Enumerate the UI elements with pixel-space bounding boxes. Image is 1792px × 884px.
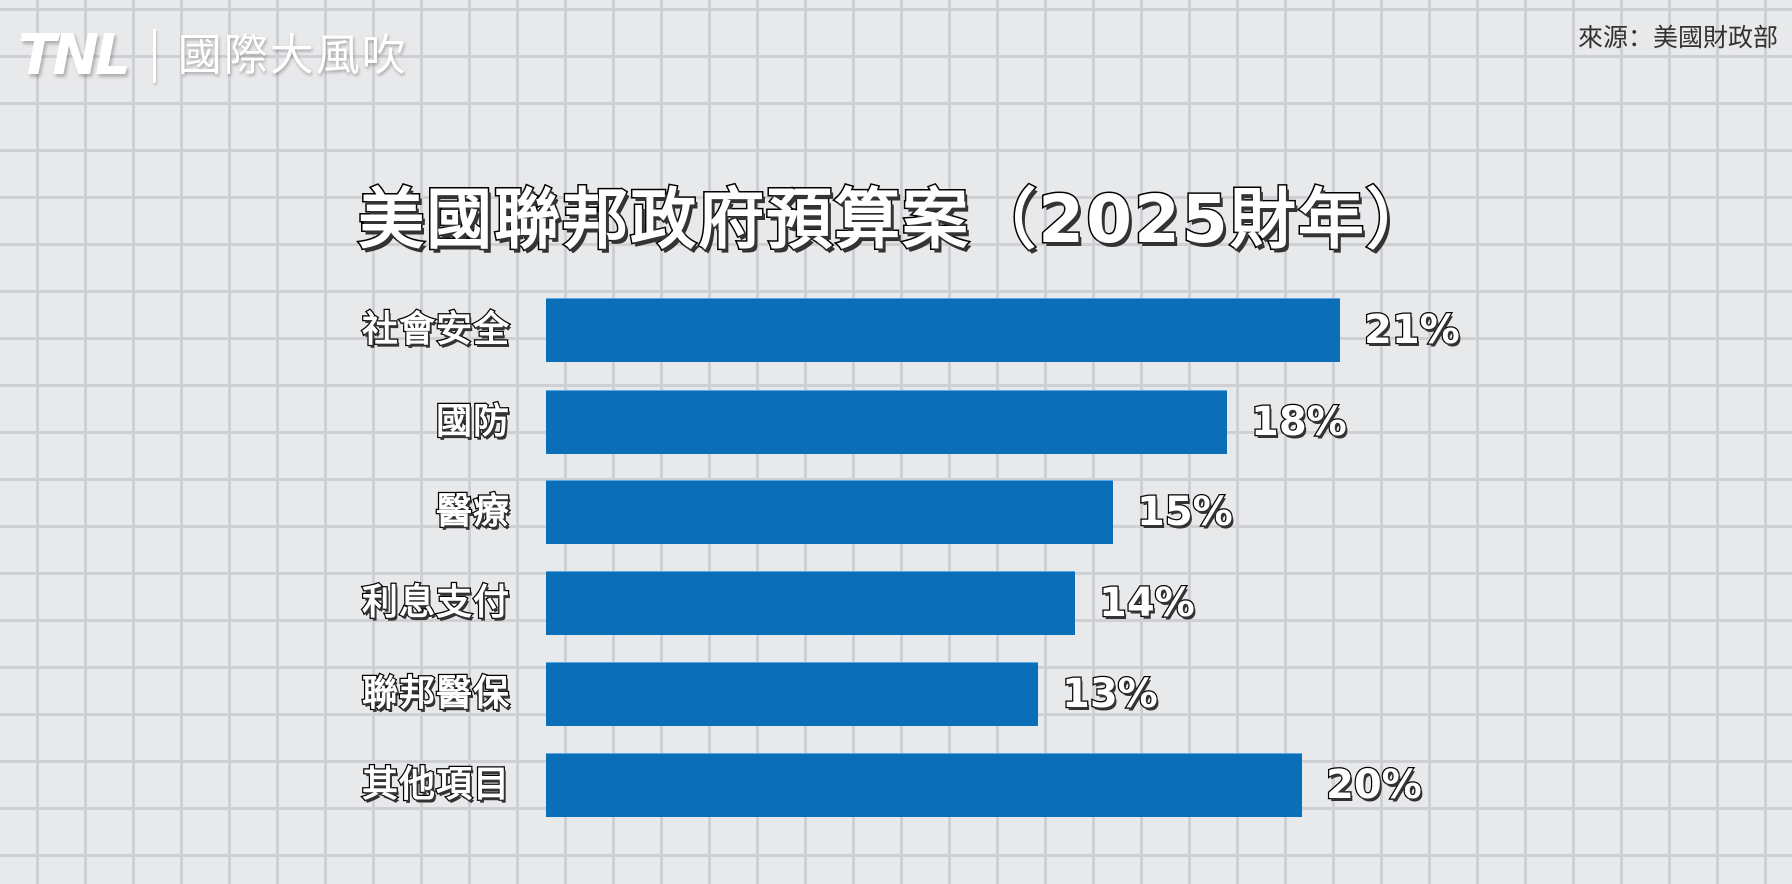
bar [546, 753, 1302, 817]
bar [546, 480, 1113, 544]
value-label: 21% [1363, 306, 1461, 355]
bar [546, 390, 1227, 454]
category-label: 利息支付 [361, 581, 511, 625]
value-label: 20% [1325, 761, 1423, 810]
logo-text: 國際大風吹 [177, 30, 408, 81]
source-credit: 來源：美國財政部 [1577, 23, 1778, 52]
category-label: 國防 [435, 400, 511, 444]
category-label: 社會安全 [361, 308, 511, 352]
bar [546, 298, 1340, 362]
value-label: 13% [1061, 670, 1159, 719]
bar [546, 662, 1038, 726]
bar-row: 聯邦醫保 13% [0, 662, 1792, 726]
category-label: 醫療 [435, 490, 511, 534]
brand-logo: TNL 國際大風吹 [18, 24, 408, 88]
logo-mark: TNL [18, 23, 131, 88]
category-label: 聯邦醫保 [361, 672, 511, 716]
bar-row: 醫療 15% [0, 480, 1792, 544]
bar [546, 571, 1075, 635]
value-label: 18% [1250, 398, 1348, 447]
logo-divider [152, 29, 156, 83]
value-label: 14% [1098, 579, 1196, 628]
value-label: 15% [1136, 488, 1234, 537]
chart-title: 美國聯邦政府預算案（2025財年） [357, 180, 1434, 260]
bar-row: 國防 18% [0, 390, 1792, 454]
category-label: 其他項目 [361, 763, 511, 807]
bar-row: 社會安全 21% [0, 298, 1792, 362]
bar-row: 利息支付 14% [0, 571, 1792, 635]
bar-row: 其他項目 20% [0, 753, 1792, 817]
